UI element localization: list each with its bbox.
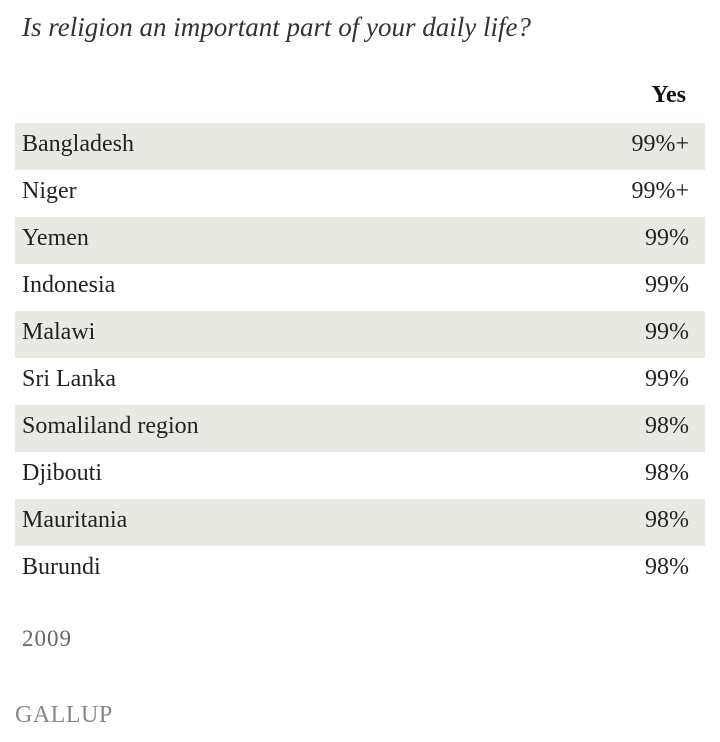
country-name: Niger (22, 178, 77, 204)
country-name: Yemen (22, 225, 89, 251)
year: 2009 (22, 626, 72, 651)
yes-percent: 98% (645, 460, 689, 486)
country-name: Mauritania (22, 507, 128, 533)
yes-percent: 99% (645, 319, 689, 345)
table-row: Yemen 99% (15, 217, 705, 264)
yes-percent: 99% (645, 225, 689, 251)
country-name: Burundi (22, 554, 101, 580)
table-row: Mauritania 98% (15, 499, 705, 546)
yes-percent: 98% (645, 413, 689, 439)
table-row: Indonesia 99% (15, 264, 705, 311)
yes-percent: 99%+ (631, 178, 689, 204)
table-row: Burundi 98% (15, 546, 705, 593)
source-logo: GALLUP (15, 702, 113, 728)
country-name: Djibouti (22, 460, 103, 486)
country-name: Somaliland region (22, 413, 199, 439)
title: Is religion an important part of your da… (22, 12, 531, 42)
yes-percent: 99% (645, 272, 689, 298)
table-row: Somaliland region 98% (15, 405, 705, 452)
yes-percent: 99%+ (631, 131, 689, 157)
table-row: Malawi 99% (15, 311, 705, 358)
column-header: Yes (651, 82, 686, 108)
table-row: Sri Lanka 99% (15, 358, 705, 405)
table-row: Bangladesh 99%+ (15, 123, 705, 170)
country-name: Sri Lanka (22, 366, 116, 392)
yes-percent: 98% (645, 554, 689, 580)
country-name: Bangladesh (22, 131, 134, 157)
yes-percent: 98% (645, 507, 689, 533)
table-row: Djibouti 98% (15, 452, 705, 499)
country-name: Malawi (22, 319, 96, 345)
yes-percent: 99% (645, 366, 689, 392)
table-row: Niger 99%+ (15, 170, 705, 217)
country-name: Indonesia (22, 272, 116, 298)
